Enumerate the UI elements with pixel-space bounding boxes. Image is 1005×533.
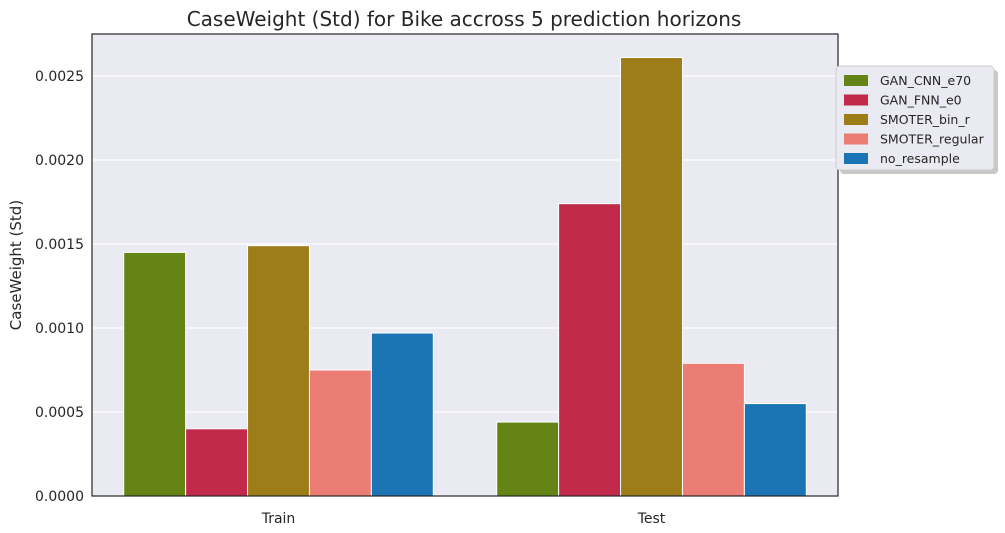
y-tick-label: 0.0015: [35, 237, 84, 253]
legend-label: GAN_CNN_e70: [880, 73, 971, 88]
legend-swatch: [844, 94, 868, 106]
bar-GAN_FNN_e0-Train: [185, 428, 249, 497]
x-tick-labels: Train Test: [261, 511, 666, 527]
legend-swatch: [844, 133, 868, 145]
legend-items: GAN_CNN_e70 GAN_FNN_e0 SMOTER_bin_r SMOTER_…: [844, 73, 985, 166]
legend-label: SMOTER_regular: [880, 132, 985, 147]
bars: [123, 57, 807, 497]
bar-GAN_FNN_e0-Test: [558, 203, 622, 497]
legend-label: no_resample: [880, 151, 960, 166]
plot-frame: [91, 33, 839, 497]
legend: GAN_CNN_e70 GAN_FNN_e0 SMOTER_bin_r SMOTER_…: [835, 65, 998, 174]
y-tick-label: 0.0025: [35, 69, 84, 85]
bar-GAN_CNN_e70-Train: [123, 251, 187, 497]
y-axis-label: CaseWeight (Std): [7, 200, 25, 330]
legend-swatch: [844, 75, 868, 86]
x-tick-label: Train: [261, 511, 296, 527]
y-tick-label: 0.0000: [35, 489, 84, 505]
legend-label: GAN_FNN_e0: [880, 93, 962, 108]
legend-box: [835, 65, 995, 171]
chart-title: CaseWeight (Std) for Bike accross 5 pred…: [187, 7, 742, 31]
bar-SMOTER_regular-Test: [681, 362, 745, 497]
bar-no_resample-Test: [743, 403, 807, 497]
x-tick-label: Test: [637, 511, 666, 527]
legend-swatch: [844, 153, 868, 164]
bar-SMOTER_bin_r-Test: [620, 57, 683, 497]
y-tick-label: 0.0020: [35, 153, 84, 169]
legend-swatch: [844, 114, 868, 125]
bar-GAN_CNN_e70-Test: [496, 421, 560, 497]
bar-no_resample-Train: [370, 332, 434, 497]
y-tick-label: 0.0005: [35, 405, 84, 421]
y-tick-label: 0.0010: [35, 321, 84, 337]
bar-SMOTER_regular-Train: [308, 369, 372, 497]
y-tick-labels: 0.0000 0.0005 0.0010 0.0015 0.0020 0.0025: [35, 69, 84, 505]
legend-label: SMOTER_bin_r: [880, 112, 971, 127]
bar-SMOTER_bin_r-Train: [247, 245, 310, 497]
